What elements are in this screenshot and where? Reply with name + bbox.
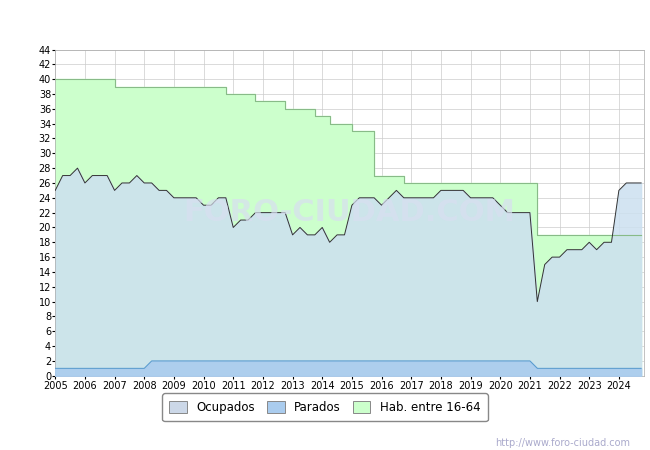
Text: FORO-CIUDAD.COM: FORO-CIUDAD.COM xyxy=(183,198,515,227)
Text: http://www.foro-ciudad.com: http://www.foro-ciudad.com xyxy=(495,438,630,448)
Text: Castildelgado - Evolucion de la poblacion en edad de Trabajar Noviembre de 2024: Castildelgado - Evolucion de la poblacio… xyxy=(62,17,588,30)
Legend: Ocupados, Parados, Hab. entre 16-64: Ocupados, Parados, Hab. entre 16-64 xyxy=(162,393,488,421)
